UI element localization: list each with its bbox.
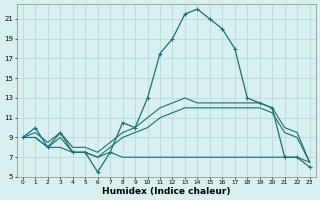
X-axis label: Humidex (Indice chaleur): Humidex (Indice chaleur) [102,187,230,196]
